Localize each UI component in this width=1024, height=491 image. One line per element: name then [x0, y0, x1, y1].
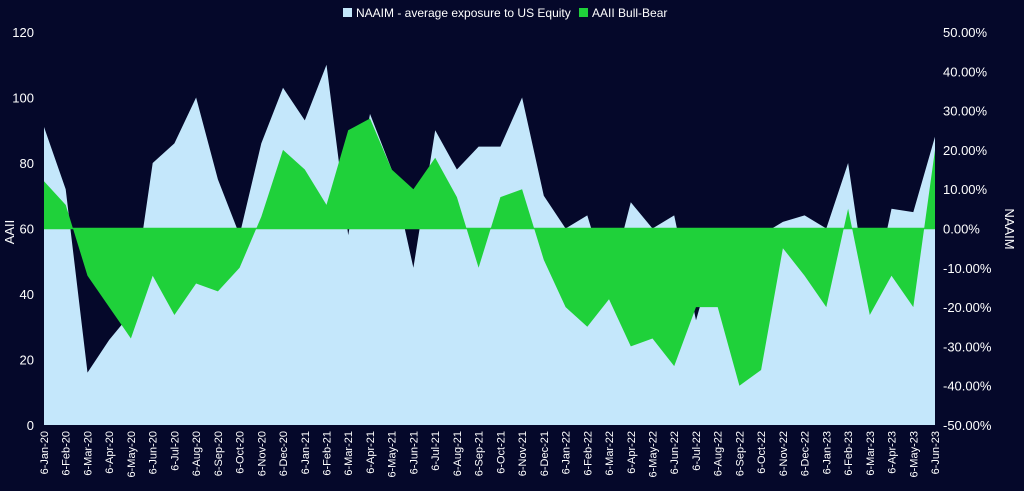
- x-tick-label: 6-May-21: [387, 431, 399, 477]
- y-axis-right: -50.00% -40.00% -30.00% -20.00% -10.00% 0.00%…: [943, 25, 992, 433]
- x-tick-label: 6-Feb-21: [322, 431, 334, 476]
- x-tick-label: 6-Aug-20: [191, 431, 203, 476]
- x-tick-label: 6-Apr-22: [626, 431, 638, 474]
- y-axis-left-title: AAII: [2, 220, 17, 245]
- y-right-tick-label: -50.00%: [943, 418, 992, 433]
- x-tick-label: 6-Apr-20: [104, 431, 116, 474]
- x-tick-label: 6-Mar-21: [343, 431, 355, 476]
- x-tick-label: 6-Feb-23: [843, 431, 855, 476]
- x-tick-label: 6-Oct-22: [756, 431, 768, 474]
- x-tick-label: 6-Jan-22: [561, 431, 573, 474]
- x-tick-label: 6-Apr-23: [887, 431, 899, 474]
- y-right-tick-label: 50.00%: [943, 25, 988, 40]
- series-area-naaim: [44, 64, 935, 426]
- x-tick-label: 6-Aug-21: [452, 431, 464, 476]
- y-right-tick-label: 30.00%: [943, 104, 988, 119]
- x-tick-label: 6-Jul-22: [691, 431, 703, 471]
- x-tick-label: 6-Jan-21: [300, 431, 312, 474]
- x-tick-label: 6-Jan-20: [39, 431, 51, 474]
- y-left-tick-label: 80: [20, 156, 34, 171]
- legend-swatch-naaim: [343, 8, 352, 17]
- x-tick-label: 6-Mar-22: [604, 431, 616, 476]
- x-tick-label: 6-Jul-20: [169, 431, 181, 471]
- x-tick-label: 6-Feb-22: [582, 431, 594, 476]
- x-tick-label: 6-May-20: [126, 431, 138, 477]
- y-left-tick-label: 20: [20, 353, 34, 368]
- x-tick-label: 6-Jun-21: [408, 431, 420, 474]
- x-tick-label: 6-Feb-20: [61, 431, 73, 476]
- x-tick-label: 6-Jun-20: [148, 431, 160, 474]
- x-tick-label: 6-Dec-22: [800, 431, 812, 476]
- x-tick-label: 6-Mar-20: [83, 431, 95, 476]
- x-tick-label: 6-Sep-21: [474, 431, 486, 476]
- x-tick-label: 6-Dec-20: [278, 431, 290, 476]
- x-tick-label: 6-Oct-21: [495, 431, 507, 474]
- x-tick-label: 6-Oct-20: [235, 431, 247, 474]
- y-right-tick-label: -40.00%: [943, 379, 992, 394]
- y-right-tick-label: -10.00%: [943, 261, 992, 276]
- y-left-tick-label: 100: [12, 91, 34, 106]
- y-left-tick-label: 60: [20, 222, 34, 237]
- x-tick-label: 6-Sep-20: [213, 431, 225, 476]
- y-right-tick-label: 20.00%: [943, 143, 988, 158]
- y-right-tick-label: 10.00%: [943, 182, 988, 197]
- y-left-tick-label: 120: [12, 25, 34, 40]
- x-tick-label: 6-Apr-21: [365, 431, 377, 474]
- y-axis-right-title: NAAIM: [1002, 208, 1017, 249]
- y-right-tick-label: -20.00%: [943, 300, 992, 315]
- legend: NAAIM - average exposure to US Equity AA…: [343, 6, 667, 20]
- y-right-tick-label: 0.00%: [943, 222, 980, 237]
- y-left-tick-label: 40: [20, 287, 34, 302]
- x-tick-label: 6-May-23: [908, 431, 920, 477]
- x-tick-label: 6-Mar-23: [865, 431, 877, 476]
- x-axis: 6-Jan-20 6-Feb-20 6-Mar-20 6-Apr-20 6-May-20…: [39, 431, 942, 477]
- y-left-tick-label: 0: [27, 418, 34, 433]
- legend-swatch-aaii: [579, 8, 588, 17]
- x-tick-label: 6-Jul-21: [430, 431, 442, 471]
- x-tick-label: 6-Nov-21: [517, 431, 529, 476]
- legend-label-aaii: AAII Bull-Bear: [592, 6, 667, 20]
- legend-label-naaim: NAAIM - average exposure to US Equity: [356, 6, 571, 20]
- x-tick-label: 6-Aug-22: [713, 431, 725, 476]
- y-axis-left: 0 20 40 60 80 100 120: [12, 25, 34, 433]
- x-tick-label: 6-Jun-23: [930, 431, 942, 474]
- x-tick-label: 6-Dec-21: [539, 431, 551, 476]
- series-area-aaii: [44, 118, 935, 386]
- plot-area: [44, 64, 935, 426]
- x-tick-label: 6-Nov-22: [778, 431, 790, 476]
- x-tick-label: 6-Jun-22: [669, 431, 681, 474]
- x-tick-label: 6-Jan-23: [821, 431, 833, 474]
- x-tick-label: 6-May-22: [648, 431, 660, 477]
- y-right-tick-label: 40.00%: [943, 64, 988, 79]
- y-right-tick-label: -30.00%: [943, 339, 992, 354]
- x-tick-label: 6-Sep-22: [734, 431, 746, 476]
- x-tick-label: 6-Nov-20: [256, 431, 268, 476]
